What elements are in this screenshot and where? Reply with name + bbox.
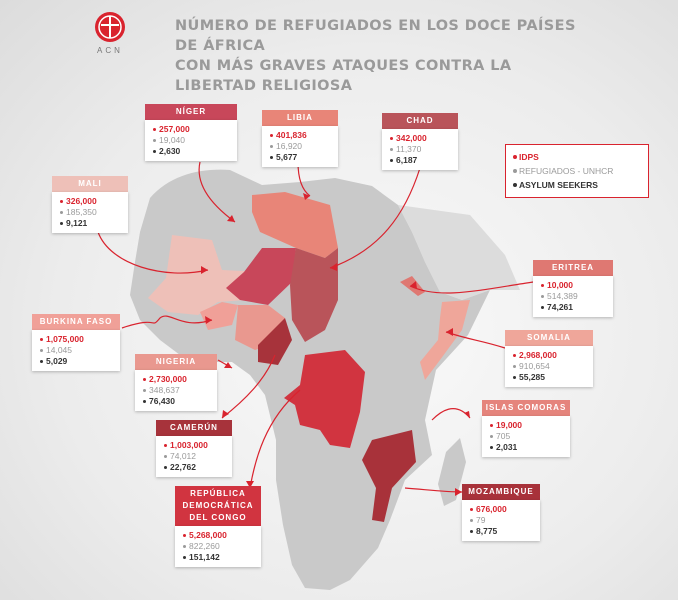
box-libia: LIBIA 401,836 16,920 5,677 bbox=[262, 110, 338, 167]
refugiados-value: 514,389 bbox=[541, 291, 607, 302]
asylum-value: 22,762 bbox=[164, 462, 226, 473]
country-mozambique bbox=[362, 430, 416, 522]
box-title: LIBIA bbox=[262, 110, 338, 126]
box-title: ERITREA bbox=[533, 260, 613, 276]
box-title: CHAD bbox=[382, 113, 458, 129]
box-rd-congo: REPÚBLICA DEMOCRÁTICA DEL CONGO 5,268,00… bbox=[175, 486, 261, 567]
idps-value: 2,968,000 bbox=[513, 350, 587, 361]
country-libia bbox=[252, 192, 338, 258]
refugiados-value: 822,260 bbox=[183, 541, 255, 552]
box-chad: CHAD 342,000 11,370 6,187 bbox=[382, 113, 458, 170]
asylum-value: 6,187 bbox=[390, 155, 452, 166]
legend: IDPS REFUGIADOS - UNHCR ASYLUM SEEKERS bbox=[505, 144, 649, 198]
box-mozambique: MOZAMBIQUE 676,000 79 8,775 bbox=[462, 484, 540, 541]
box-title: NIGERIA bbox=[135, 354, 217, 370]
asylum-value: 9,121 bbox=[60, 218, 122, 229]
box-burkina-faso: BURKINA FASO 1,075,000 14,045 5,029 bbox=[32, 314, 120, 371]
idps-value: 2,730,000 bbox=[143, 374, 211, 385]
box-title: REPÚBLICA DEMOCRÁTICA DEL CONGO bbox=[175, 486, 261, 526]
refugiados-value: 16,920 bbox=[270, 141, 332, 152]
box-nigeria: NIGERIA 2,730,000 348,637 76,430 bbox=[135, 354, 217, 411]
idps-value: 342,000 bbox=[390, 133, 452, 144]
page-title: NÚMERO DE REFUGIADOS EN LOS DOCE PAÍSES … bbox=[175, 16, 595, 96]
asylum-value: 5,029 bbox=[40, 356, 114, 367]
box-title: NÍGER bbox=[145, 104, 237, 120]
idps-value: 326,000 bbox=[60, 196, 122, 207]
box-islas-comoras: ISLAS COMORAS 19,000 705 2,031 bbox=[482, 400, 570, 457]
box-mali: MALI 326,000 185,350 9,121 bbox=[52, 176, 128, 233]
asylum-value: 74,261 bbox=[541, 302, 607, 313]
refugiados-value: 185,350 bbox=[60, 207, 122, 218]
country-chad bbox=[290, 248, 338, 342]
legend-refugiados: REFUGIADOS - UNHCR bbox=[513, 164, 641, 178]
madagascar bbox=[438, 438, 466, 506]
logo-text: ACN bbox=[97, 46, 123, 55]
country-somalia bbox=[420, 300, 470, 380]
refugiados-value: 910,654 bbox=[513, 361, 587, 372]
box-title: CAMERÚN bbox=[156, 420, 232, 436]
idps-value: 257,000 bbox=[153, 124, 231, 135]
box-eritrea: ERITREA 10,000 514,389 74,261 bbox=[533, 260, 613, 317]
refugiados-value: 348,637 bbox=[143, 385, 211, 396]
title-line-1: NÚMERO DE REFUGIADOS EN LOS DOCE PAÍSES … bbox=[175, 18, 576, 54]
arrow-heads bbox=[201, 193, 470, 496]
idps-value: 1,003,000 bbox=[164, 440, 226, 451]
asylum-value: 5,677 bbox=[270, 152, 332, 163]
legend-idps: IDPS bbox=[513, 150, 641, 164]
refugiados-value: 14,045 bbox=[40, 345, 114, 356]
box-title: MOZAMBIQUE bbox=[462, 484, 540, 500]
refugiados-value: 79 bbox=[470, 515, 534, 526]
box-somalia: SOMALIA 2,968,000 910,654 55,285 bbox=[505, 330, 593, 387]
country-niger bbox=[226, 248, 296, 305]
asylum-value: 2,630 bbox=[153, 146, 231, 157]
idps-value: 676,000 bbox=[470, 504, 534, 515]
refugiados-value: 19,040 bbox=[153, 135, 231, 146]
country-burkina bbox=[200, 302, 238, 330]
refugiados-value: 11,370 bbox=[390, 144, 452, 155]
refugiados-value: 705 bbox=[490, 431, 564, 442]
arabia bbox=[398, 205, 520, 300]
acn-logo: ACN bbox=[88, 12, 132, 55]
box-camerun: CAMERÚN 1,003,000 74,012 22,762 bbox=[156, 420, 232, 477]
box-niger: NÍGER 257,000 19,040 2,630 bbox=[145, 104, 237, 161]
asylum-value: 151,142 bbox=[183, 552, 255, 563]
asylum-value: 8,775 bbox=[470, 526, 534, 537]
box-title: BURKINA FASO bbox=[32, 314, 120, 330]
asylum-value: 2,031 bbox=[490, 442, 564, 453]
idps-value: 10,000 bbox=[541, 280, 607, 291]
country-mali bbox=[148, 235, 262, 315]
asylum-value: 76,430 bbox=[143, 396, 211, 407]
idps-value: 5,268,000 bbox=[183, 530, 255, 541]
country-camerun bbox=[258, 318, 292, 365]
legend-asylum: ASYLUM SEEKERS bbox=[513, 178, 641, 192]
idps-value: 19,000 bbox=[490, 420, 564, 431]
idps-value: 401,836 bbox=[270, 130, 332, 141]
idps-value: 1,075,000 bbox=[40, 334, 114, 345]
box-title: MALI bbox=[52, 176, 128, 192]
box-title: ISLAS COMORAS bbox=[482, 400, 570, 416]
title-line-2: CON MÁS GRAVES ATAQUES CONTRA LA LIBERTA… bbox=[175, 58, 512, 94]
box-title: SOMALIA bbox=[505, 330, 593, 346]
acn-cross-icon bbox=[95, 12, 125, 42]
refugiados-value: 74,012 bbox=[164, 451, 226, 462]
asylum-value: 55,285 bbox=[513, 372, 587, 383]
country-congo bbox=[284, 350, 365, 448]
